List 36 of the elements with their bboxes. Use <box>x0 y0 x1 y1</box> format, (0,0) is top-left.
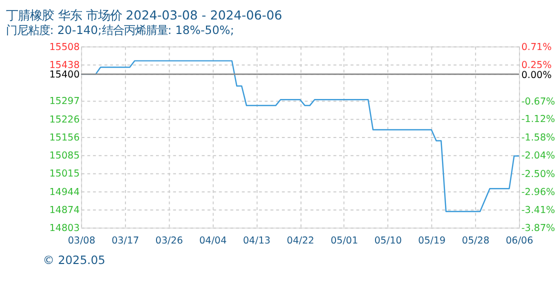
x-tick-label: 04/04 <box>199 235 227 246</box>
y-tick-label: 14803 <box>49 223 80 234</box>
y2-tick-label: 0.71% <box>521 42 552 53</box>
text: © 2025.05 <box>42 252 106 267</box>
x-tick-label: 05/19 <box>418 235 446 246</box>
x-tick-label: 04/22 <box>286 235 314 246</box>
y2-tick-label: -1.12% <box>521 114 556 126</box>
x-tick-label: 03/08 <box>68 235 96 246</box>
x-tick-label: 05/01 <box>330 235 358 246</box>
chart-subtitle: 门尼粘度: 20-140;结合丙烯腈量: 18%-50%; <box>6 23 234 38</box>
y-tick-label: 15015 <box>49 168 80 180</box>
chart-title: 丁腈橡胶 华东 市场价 2024-03-08 - 2024-06-06 <box>6 8 282 23</box>
x-tick-label: 03/17 <box>112 235 140 246</box>
y2-tick-label: 0.25% <box>521 60 552 71</box>
x-tick-label: 05/10 <box>374 235 402 246</box>
y-tick-label: 14944 <box>49 186 80 198</box>
x-tick-label: 05/28 <box>462 235 490 246</box>
y2-tick-label: -3.41% <box>521 204 556 216</box>
y2-tick-label: -2.96% <box>521 187 556 198</box>
x-tick-label: 06/06 <box>506 235 534 246</box>
y2-tick-label: -1.58% <box>521 132 556 144</box>
y2-tick-label: -2.04% <box>521 150 556 162</box>
x-tick-label: 04/13 <box>242 235 270 246</box>
y2-tick-label: -0.67% <box>521 96 556 108</box>
y2-tick-label: -3.87% <box>521 223 556 234</box>
y2-tick-label: -2.50% <box>521 168 556 180</box>
y-tick-label: 15226 <box>49 114 80 126</box>
y-tick-label: 14874 <box>49 204 80 216</box>
y-tick-label: 15508 <box>49 42 80 53</box>
y-tick-label: 15438 <box>49 60 80 71</box>
x-tick-label: 03/26 <box>155 235 183 246</box>
y-tick-label: 15156 <box>49 132 80 144</box>
y-tick-label: 15085 <box>49 150 80 162</box>
y-tick-label: 15400 <box>49 70 80 81</box>
y2-tick-label: 0.00% <box>521 70 552 81</box>
y-tick-label: 15297 <box>49 96 80 108</box>
